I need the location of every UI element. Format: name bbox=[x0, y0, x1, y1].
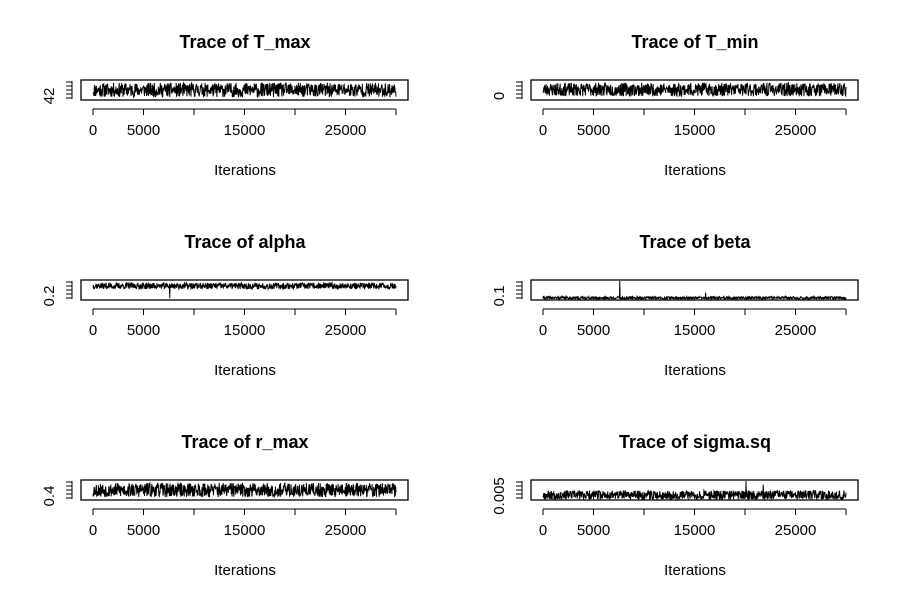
trace-series-line bbox=[92, 280, 397, 299]
x-tick-label: 5000 bbox=[577, 122, 610, 139]
x-tick-label: 5000 bbox=[577, 522, 610, 539]
x-tick-label: 0 bbox=[539, 522, 547, 539]
plot-frame bbox=[80, 479, 409, 501]
x-tick-label: 15000 bbox=[224, 322, 266, 339]
plot-frame bbox=[530, 479, 859, 501]
x-tick-label: 25000 bbox=[325, 522, 367, 539]
x-tick-label: 25000 bbox=[325, 122, 367, 139]
y-tick-label: 0.005 bbox=[491, 477, 508, 515]
plot-area: 0 5000 15000 25000 0.005 bbox=[491, 477, 859, 539]
plot-frame bbox=[530, 79, 859, 101]
x-axis-label: Iterations bbox=[214, 562, 276, 579]
x-tick-label: 0 bbox=[89, 322, 97, 339]
trace-panel-t-min: Trace of T_min 0 5000 15000 25000 0 Iteratio… bbox=[491, 32, 859, 179]
plot-area: 0 5000 15000 25000 0.1 bbox=[491, 279, 859, 339]
x-tick-label: 5000 bbox=[577, 322, 610, 339]
x-axis-label: Iterations bbox=[214, 362, 276, 379]
plot-frame bbox=[80, 279, 409, 301]
x-tick-label: 25000 bbox=[775, 322, 817, 339]
y-tick-label: 0.1 bbox=[491, 286, 508, 307]
y-tick-label: 0.4 bbox=[41, 486, 58, 507]
plot-area: 0 5000 15000 25000 0.2 bbox=[41, 279, 409, 339]
trace-series-line bbox=[92, 81, 397, 99]
x-tick-label: 15000 bbox=[224, 122, 266, 139]
trace-series-line bbox=[542, 480, 847, 502]
trace-series-line bbox=[542, 280, 847, 302]
panel-title: Trace of T_max bbox=[179, 32, 310, 52]
trace-panel-sigma-sq: Trace of sigma.sq 0 5000 15000 25000 0.005 I… bbox=[491, 432, 859, 579]
trace-panel-r-max: Trace of r_max 0 5000 15000 25000 0.4 Iterat… bbox=[41, 432, 409, 579]
panel-title: Trace of T_min bbox=[631, 32, 758, 52]
trace-panel-alpha: Trace of alpha 0 5000 15000 25000 0.2 Iterat… bbox=[41, 232, 409, 379]
x-tick-label: 25000 bbox=[775, 122, 817, 139]
x-tick-label: 0 bbox=[539, 122, 547, 139]
y-tick-label: 42 bbox=[41, 88, 58, 105]
panel-title: Trace of alpha bbox=[184, 232, 306, 252]
x-tick-label: 15000 bbox=[674, 122, 716, 139]
trace-panel-t-max: Trace of T_max 0 5000 15000 25000 42 Iterati… bbox=[41, 32, 409, 179]
panel-title: Trace of r_max bbox=[181, 432, 308, 452]
x-tick-label: 0 bbox=[89, 122, 97, 139]
x-tick-label: 0 bbox=[539, 322, 547, 339]
panel-title: Trace of beta bbox=[639, 232, 751, 252]
x-tick-label: 15000 bbox=[224, 522, 266, 539]
y-tick-label: 0 bbox=[491, 92, 508, 100]
trace-panel-beta: Trace of beta 0 5000 15000 25000 0.1 Iterati… bbox=[491, 232, 859, 379]
trace-series-line bbox=[542, 81, 847, 98]
plot-area: 0 5000 15000 25000 0.4 bbox=[41, 479, 409, 539]
x-axis-label: Iterations bbox=[664, 562, 726, 579]
plot-area: 0 5000 15000 25000 42 bbox=[41, 79, 409, 139]
plot-frame bbox=[80, 79, 409, 101]
y-tick-label: 0.2 bbox=[41, 286, 58, 307]
x-tick-label: 15000 bbox=[674, 322, 716, 339]
x-tick-label: 5000 bbox=[127, 322, 160, 339]
x-tick-label: 15000 bbox=[674, 522, 716, 539]
x-axis-label: Iterations bbox=[664, 362, 726, 379]
x-axis-label: Iterations bbox=[664, 162, 726, 179]
x-tick-label: 25000 bbox=[775, 522, 817, 539]
x-tick-label: 5000 bbox=[127, 122, 160, 139]
x-axis-label: Iterations bbox=[214, 162, 276, 179]
x-tick-label: 0 bbox=[89, 522, 97, 539]
x-tick-label: 25000 bbox=[325, 322, 367, 339]
panel-title: Trace of sigma.sq bbox=[619, 432, 771, 452]
plot-frame bbox=[530, 279, 859, 301]
trace-series-line bbox=[92, 481, 397, 499]
x-tick-label: 5000 bbox=[127, 522, 160, 539]
plot-area: 0 5000 15000 25000 0 bbox=[491, 79, 859, 139]
